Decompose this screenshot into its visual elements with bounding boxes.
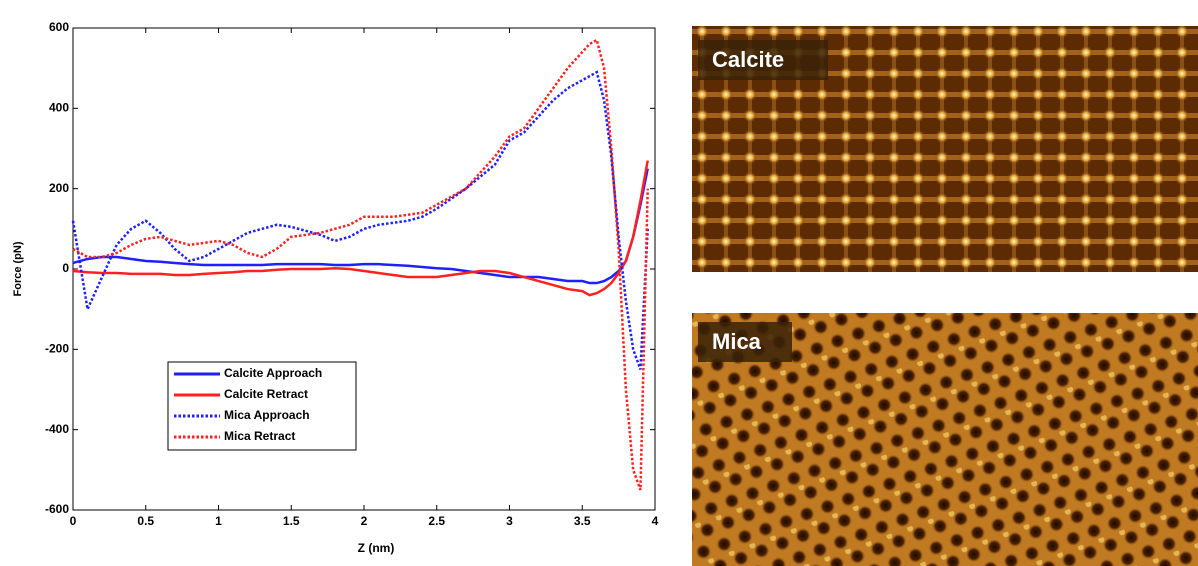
y-tick-label: -200 [45,342,69,356]
legend-label: Calcite Retract [224,387,308,401]
chart: Z (nm) Force (pN) -600 -400 -200 0 200 400 600… [0,0,680,566]
panel-label: Calcite [712,47,784,72]
x-tick-label: 1.5 [283,514,300,528]
x-tick-label: 2.5 [428,514,445,528]
x-tick-label: 2 [361,514,368,528]
y-tick-label: 600 [49,20,69,34]
x-tick-label: 4 [652,514,659,528]
x-tick-label: 3.5 [574,514,591,528]
legend-label: Mica Retract [224,429,295,443]
y-tick-label: 400 [49,101,69,115]
page: {"chart_data": {"type": "line", "xlabel"… [0,0,1198,566]
series-line [73,72,648,369]
y-tick-label: -400 [45,422,69,436]
series-line [73,161,648,296]
x-tick-label: 3 [506,514,513,528]
afm-images: Calcite Mica [690,0,1198,566]
legend-label: Mica Approach [224,408,310,422]
legend-label: Calcite Approach [224,366,322,380]
x-tick-label: 1 [215,514,222,528]
x-tick-label: 0.5 [137,514,154,528]
series-line [73,169,648,283]
x-axis-label: Z (nm) [358,541,395,555]
panel-label: Mica [712,329,762,354]
y-tick-label: 0 [62,261,69,275]
x-tick-label: 0 [70,514,77,528]
y-tick-label: -600 [45,502,69,516]
y-tick-label: 200 [49,181,69,195]
plot-frame [73,28,655,510]
y-axis-label: Force (pN) [12,241,24,296]
